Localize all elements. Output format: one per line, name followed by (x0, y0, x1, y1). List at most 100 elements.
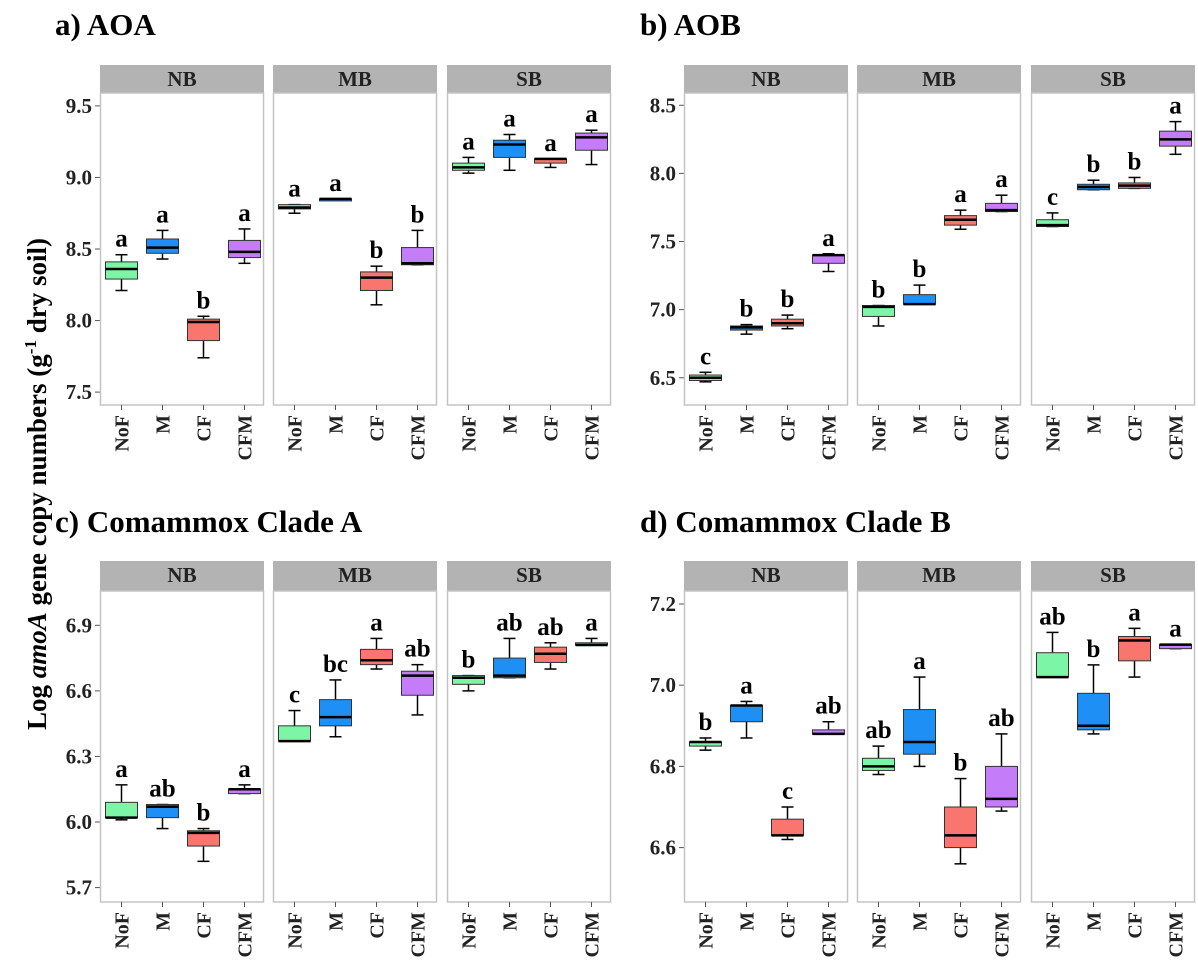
facet-strip (684, 561, 848, 591)
x-tick-label: CF (541, 415, 563, 442)
box-cf: b CF (1118, 148, 1151, 442)
significance-letter: b (370, 237, 384, 264)
x-tick-label: CFM (408, 415, 430, 461)
facet-strip (447, 561, 611, 591)
x-tick-label: CF (778, 415, 800, 442)
significance-letter: a (115, 756, 128, 783)
x-tick-label: NoF (285, 912, 307, 949)
x-tick-label: M (326, 912, 348, 931)
box-iqr (903, 294, 936, 305)
y-axis-label: Log amoA gene copy numbers (g-1 dry soil… (21, 238, 52, 730)
significance-letter: a (585, 609, 598, 636)
box-cfm: a CFM (228, 200, 261, 461)
facet-strip-label: NB (751, 563, 780, 587)
x-tick-label: CF (367, 415, 389, 442)
x-tick-label: NoF (1043, 415, 1065, 452)
significance-letter: a (370, 609, 383, 636)
significance-letter: a (115, 226, 128, 253)
box-iqr (360, 271, 393, 292)
box-cfm: a CFM (985, 166, 1018, 461)
facet-panel (446, 590, 612, 903)
x-tick-label: CF (1125, 912, 1147, 939)
box-cf: a CF (944, 181, 977, 442)
box-nof: b NoF (452, 647, 485, 949)
box-iqr (228, 239, 261, 259)
x-tick-label: CFM (819, 912, 841, 958)
significance-letter: c (1047, 184, 1058, 211)
box-iqr (401, 247, 434, 266)
facet-strip (273, 561, 437, 591)
y-tick-label: 7.0 (650, 298, 676, 322)
box-cf: a CF (534, 130, 567, 442)
box-cfm: a CFM (1159, 93, 1192, 461)
box-iqr (985, 202, 1018, 213)
x-tick-label: CF (778, 912, 800, 939)
facet-sb: SB b NoF ab Mab CF a CFM (446, 561, 612, 958)
significance-letter: c (700, 343, 711, 370)
significance-letter: a (1128, 599, 1141, 626)
box-nof: c NoF (1036, 184, 1069, 452)
box-cf: b CF (187, 800, 220, 939)
significance-letter: a (329, 170, 342, 197)
facet-strip-label: SB (1100, 563, 1126, 587)
significance-letter: a (995, 166, 1008, 193)
x-tick-label: NoF (112, 912, 134, 949)
box-cfm: a CFM (575, 609, 608, 958)
y-tick-label: 8.5 (66, 237, 92, 261)
facet-strip-label: MB (338, 563, 372, 587)
facet-strip-label: SB (516, 563, 542, 587)
box-nof: b NoF (862, 277, 895, 452)
x-tick-label: NoF (696, 415, 718, 452)
facet-strip-label: MB (922, 563, 956, 587)
significance-letter: b (699, 709, 713, 736)
facet-strip-label: SB (516, 67, 542, 91)
significance-letter: ab (537, 614, 563, 641)
x-tick-label: NoF (112, 415, 134, 452)
facet-strip-label: MB (922, 67, 956, 91)
significance-letter: ab (815, 693, 841, 720)
y-tick-label: 6.5 (650, 366, 676, 390)
y-tick-label: 7.2 (650, 592, 676, 616)
facet-strip-label: NB (167, 563, 196, 587)
significance-letter: a (503, 106, 516, 133)
x-tick-label: M (1084, 415, 1106, 434)
box-iqr (493, 139, 526, 158)
box-m: bM (903, 256, 936, 434)
box-iqr (1077, 692, 1110, 731)
significance-letter: b (197, 800, 211, 827)
significance-letter: b (462, 647, 476, 674)
box-iqr (575, 132, 608, 151)
box-cf: ab CF (534, 614, 567, 939)
facet-strip (1031, 65, 1195, 93)
box-cf: b CF (771, 286, 804, 442)
significance-letter: b (913, 256, 927, 283)
x-tick-label: CFM (1166, 912, 1188, 958)
panel-a: a) AOA7.58.08.59.09.5NBaNoFaMbCFaCFMMBaN… (55, 7, 612, 461)
x-tick-label: CFM (235, 415, 257, 461)
significance-letter: c (289, 682, 300, 709)
x-tick-label: CFM (992, 912, 1014, 958)
facet-panel (856, 92, 1022, 406)
box-cf: b CF (360, 237, 393, 442)
significance-letter: ab (865, 717, 891, 744)
box-iqr (771, 818, 804, 836)
facet-strip (857, 561, 1021, 591)
box-cfm: ab CFM (401, 636, 434, 958)
facet-strip (273, 65, 437, 93)
x-tick-label: M (910, 415, 932, 434)
significance-letter: b (781, 286, 795, 313)
x-tick-label: NoF (1043, 912, 1065, 949)
box-cfm: a CFM (575, 101, 608, 461)
x-tick-label: CFM (582, 415, 604, 461)
box-iqr (146, 238, 179, 254)
significance-letter: ab (496, 609, 522, 636)
box-m: aM (903, 648, 936, 931)
box-m: aM (146, 201, 179, 434)
